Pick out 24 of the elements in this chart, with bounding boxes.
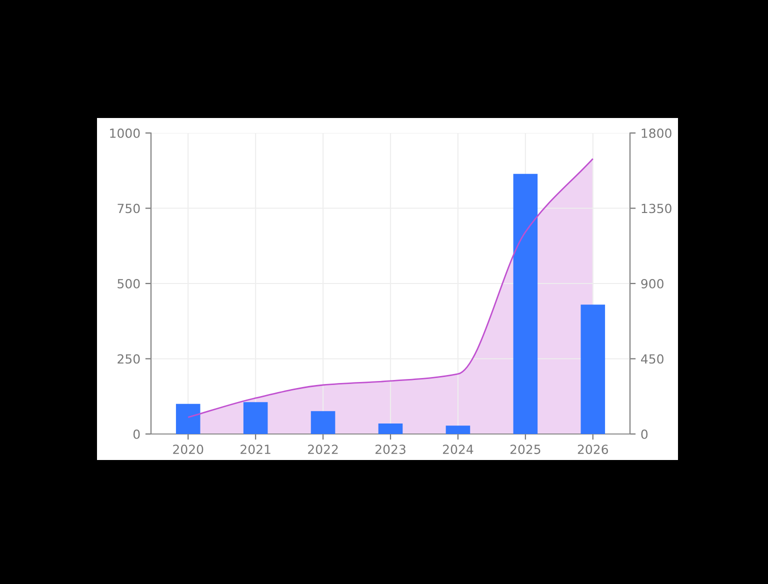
x-tick-label: 2024 <box>442 444 474 454</box>
bar <box>513 174 538 434</box>
bar <box>310 411 336 434</box>
bar <box>243 402 268 434</box>
x-tick-label: 2023 <box>376 444 406 454</box>
y-tick-label: 500 <box>118 278 140 288</box>
y-tick-label: 1000 <box>110 128 140 138</box>
x-tick-label: 2021 <box>240 444 270 454</box>
y2-tick-label: 0 <box>641 429 648 439</box>
y2-tick-label: 1800 <box>642 128 672 138</box>
x-tick-label: 2025 <box>510 444 540 454</box>
x-tick-label: 2022 <box>308 444 338 454</box>
y-tick-label: 750 <box>118 204 140 214</box>
x-tick-label: 2020 <box>173 444 204 454</box>
y-tick-label: 250 <box>118 354 140 364</box>
y2-tick-label: 900 <box>641 278 664 288</box>
x-tick-label: 2026 <box>578 444 608 454</box>
y-tick-label: 0 <box>133 429 140 439</box>
bar <box>378 423 403 434</box>
bar <box>580 304 606 434</box>
y2-tick-label: 450 <box>641 354 664 364</box>
y2-tick-label: 1350 <box>642 204 672 214</box>
bar <box>176 404 200 434</box>
bar <box>446 426 470 434</box>
